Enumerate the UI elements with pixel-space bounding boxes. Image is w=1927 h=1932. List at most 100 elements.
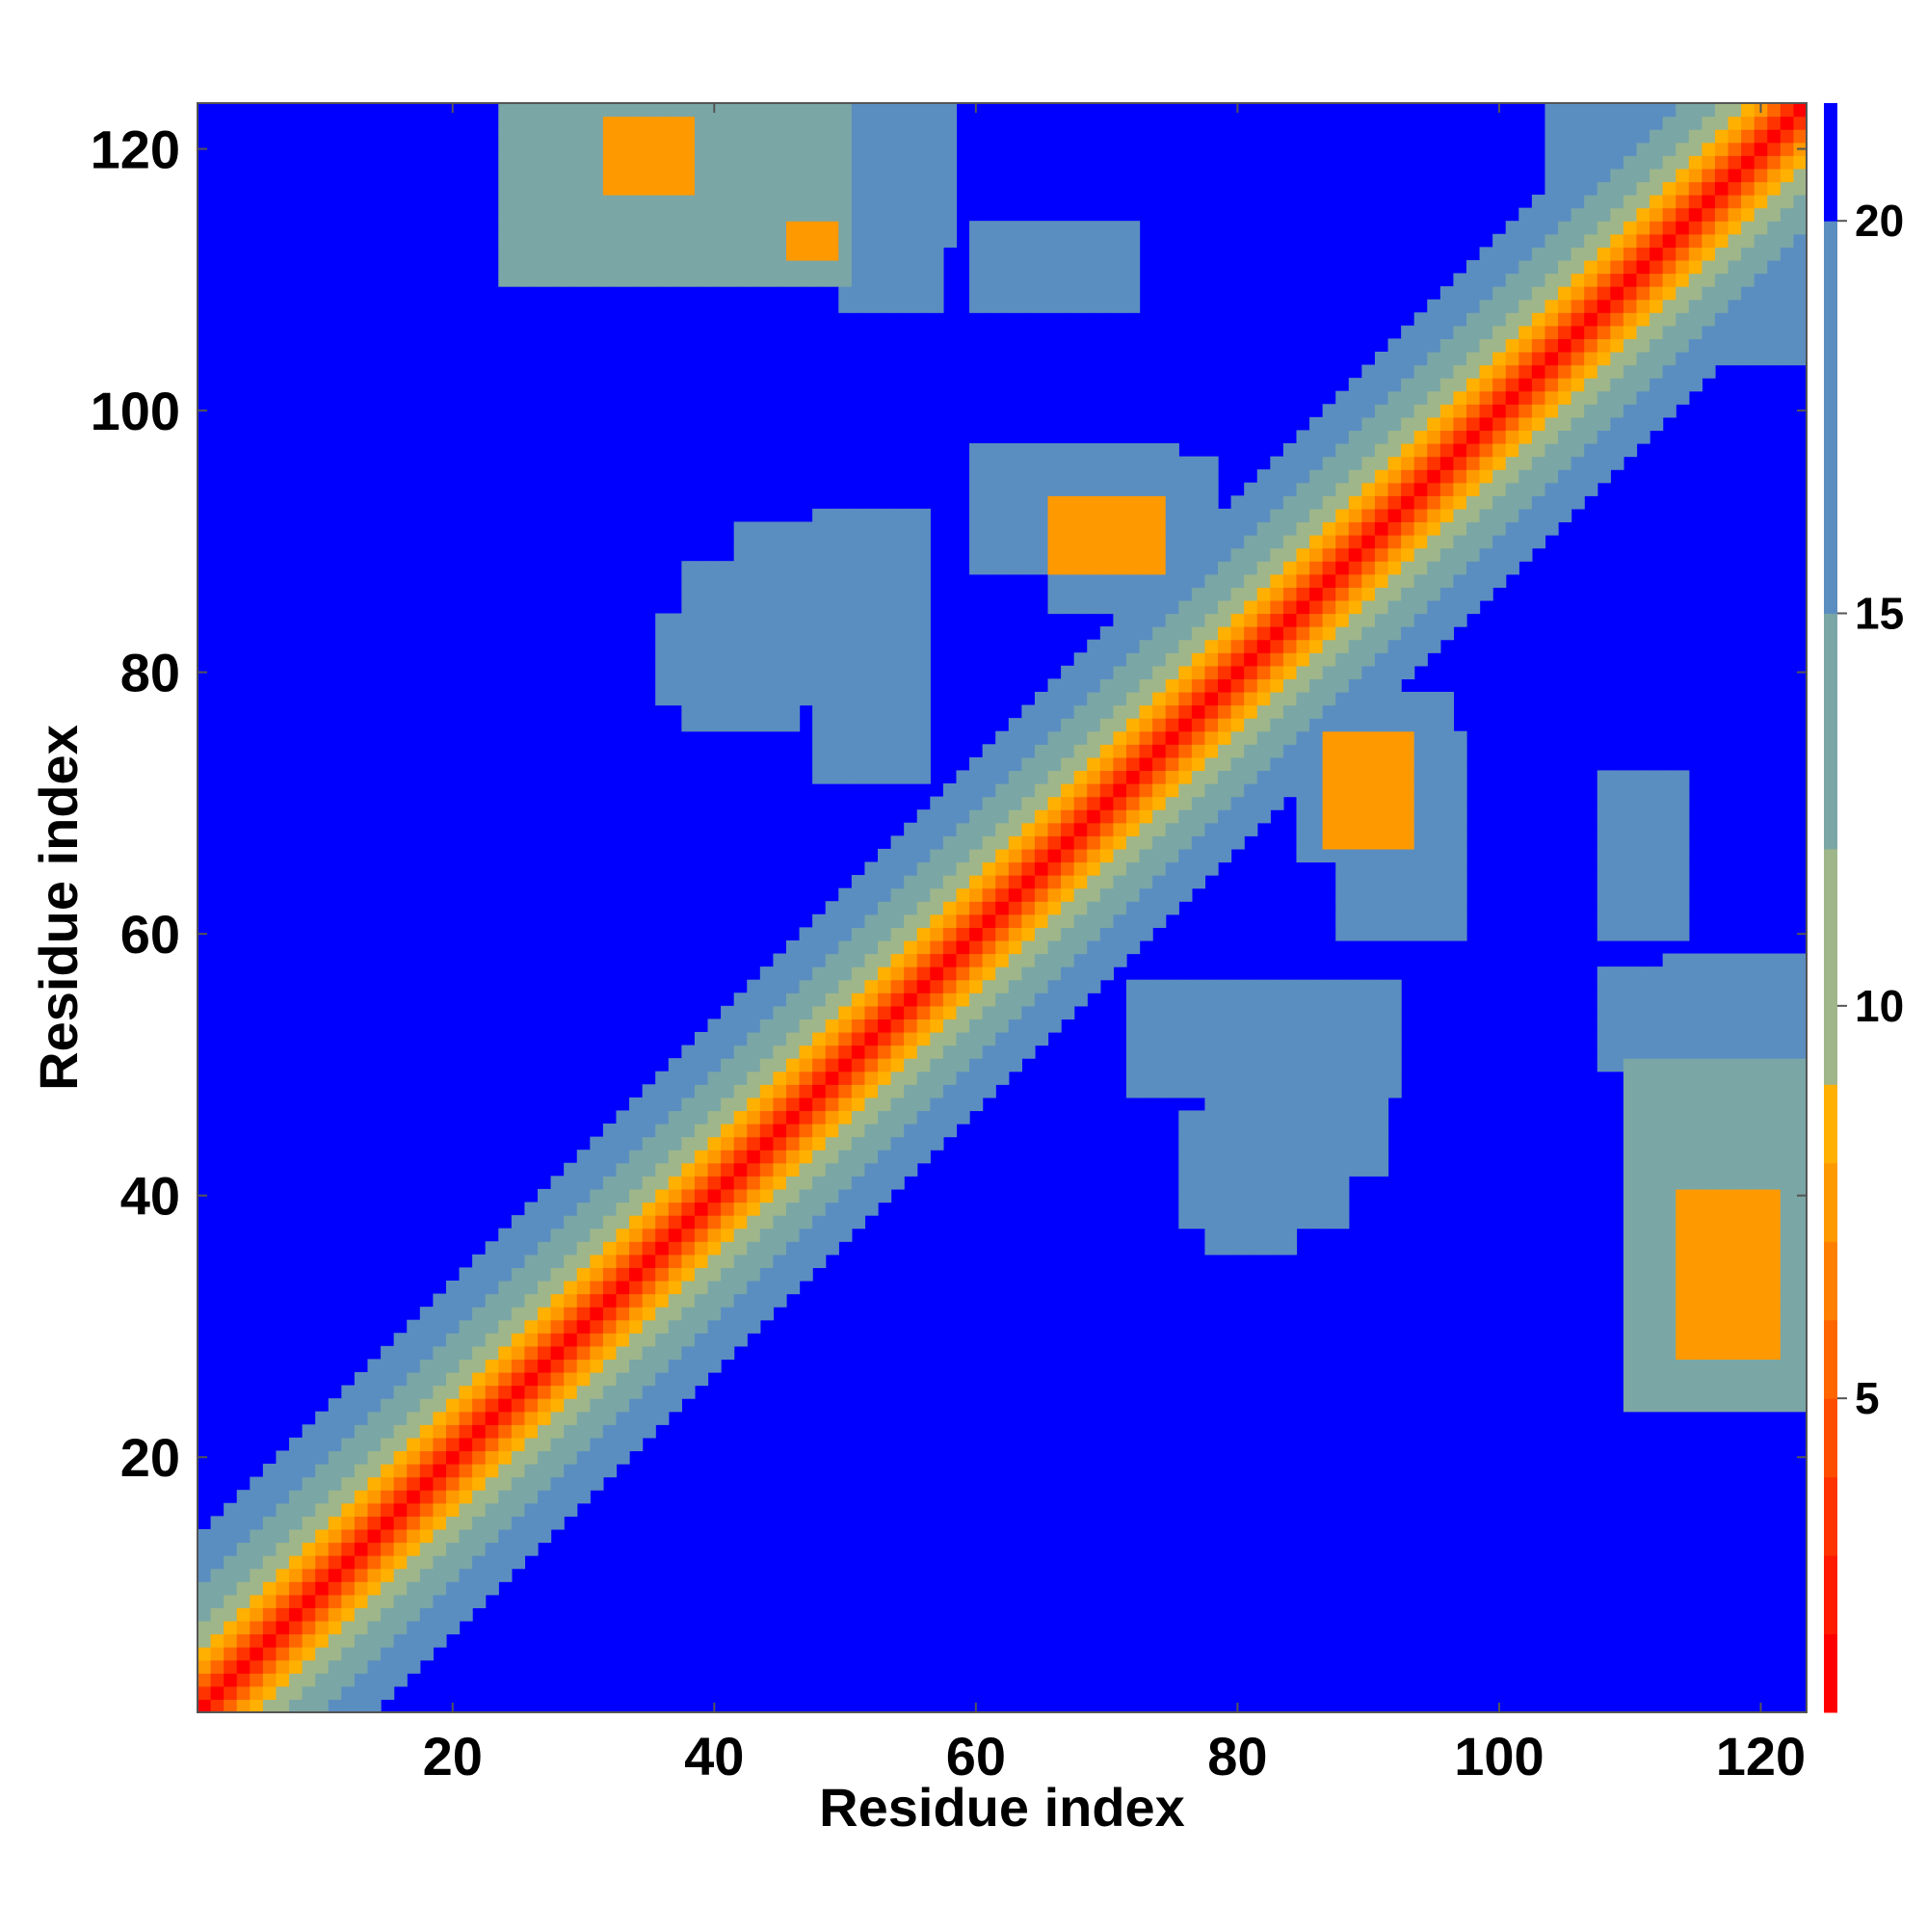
heatmap-cell (250, 1607, 264, 1622)
heatmap-cell (1152, 1005, 1167, 1020)
heatmap-cell (289, 1516, 304, 1530)
heatmap-cell (1374, 378, 1389, 392)
heatmap-cell (904, 1019, 918, 1033)
heatmap-cell (1322, 521, 1336, 536)
heatmap-cell (1453, 495, 1467, 510)
heatmap-cell (747, 1202, 761, 1216)
heatmap-cell (1087, 652, 1101, 667)
heatmap-cell (721, 1058, 735, 1072)
heatmap-cell (1348, 1005, 1362, 1020)
heatmap-cell (1361, 599, 1376, 615)
heatmap-cell (1688, 1136, 1703, 1151)
heatmap-cell (694, 665, 709, 679)
heatmap-cell (1256, 1097, 1271, 1112)
heatmap-cell (1218, 730, 1232, 745)
heatmap-cell (1282, 770, 1298, 784)
heatmap-cell (642, 1176, 656, 1190)
heatmap-cell (1662, 1162, 1676, 1177)
heatmap-cell (381, 1476, 395, 1491)
heatmap-cell (1492, 312, 1507, 327)
heatmap-cell (1282, 1188, 1298, 1204)
heatmap-cell (1662, 325, 1676, 339)
heatmap-cell (1361, 626, 1376, 641)
heatmap-cell (1230, 691, 1245, 706)
heatmap-cell (878, 927, 892, 941)
heatmap-cell (773, 691, 787, 706)
heatmap-cell (838, 770, 853, 784)
heatmap-cell (1650, 835, 1664, 850)
heatmap-cell (878, 1005, 892, 1020)
heatmap-cell (773, 142, 787, 156)
heatmap-cell (1191, 1084, 1206, 1098)
heatmap-cell (1061, 901, 1075, 915)
heatmap-cell (393, 1385, 408, 1399)
heatmap-cell (956, 783, 970, 798)
heatmap-cell (1413, 887, 1428, 902)
heatmap-cell (1113, 718, 1127, 732)
heatmap-cell (1191, 1188, 1206, 1204)
heatmap-cell (890, 195, 905, 209)
heatmap-cell (956, 1031, 970, 1046)
heatmap-cell (1139, 809, 1153, 824)
heatmap-cell (328, 1673, 342, 1687)
heatmap-cell (616, 1124, 630, 1138)
heatmap-cell (1387, 1084, 1402, 1098)
heatmap-cell (1361, 875, 1376, 889)
heatmap-cell (498, 233, 513, 248)
heatmap-cell (1597, 168, 1611, 183)
heatmap-cell (838, 168, 853, 183)
heatmap-cell (1361, 1097, 1376, 1112)
heatmap-cell (1492, 573, 1507, 588)
heatmap-cell (276, 1581, 290, 1596)
heatmap-cell (236, 1568, 251, 1582)
heatmap-cell (354, 1594, 369, 1608)
heatmap-cell (799, 1058, 813, 1072)
heatmap-cell (956, 835, 970, 850)
heatmap-cell (1676, 1398, 1690, 1413)
heatmap-cell (1387, 469, 1402, 484)
heatmap-cell (1218, 639, 1232, 653)
heatmap-cell (1387, 561, 1402, 575)
heatmap-cell (616, 168, 630, 183)
heatmap-cell (838, 1150, 853, 1164)
heatmap-cell (655, 1136, 670, 1151)
heatmap-cell (1296, 547, 1310, 562)
heatmap-cell (1244, 626, 1258, 641)
heatmap-cell (1008, 861, 1022, 876)
heatmap-cell (785, 1071, 801, 1085)
heatmap-cell (1676, 1162, 1690, 1177)
heatmap-cell (995, 508, 1010, 523)
heatmap-cell (1348, 901, 1362, 915)
heatmap-cell (629, 1241, 644, 1256)
heatmap-cell (982, 796, 996, 810)
heatmap-cell (1374, 992, 1389, 1007)
heatmap-cell (812, 744, 827, 758)
heatmap-cell (1387, 1019, 1402, 1033)
heatmap-cell (1139, 1071, 1153, 1085)
heatmap-cell (1218, 1188, 1232, 1204)
heatmap-cell (1061, 966, 1075, 981)
heatmap-cell (851, 1150, 866, 1164)
heatmap-cell (904, 1136, 918, 1151)
heatmap-cell (1427, 521, 1441, 536)
heatmap-cell (721, 1084, 735, 1098)
heatmap-cell (1518, 430, 1533, 444)
heatmap-cell (1008, 221, 1022, 235)
heatmap-cell (1204, 573, 1219, 588)
heatmap-cell (472, 1345, 487, 1361)
heatmap-cell (1008, 1045, 1022, 1059)
heatmap-cell (1453, 390, 1467, 405)
heatmap-cell (995, 796, 1010, 810)
heatmap-cell (1387, 430, 1402, 444)
heatmap-cell (1676, 390, 1690, 405)
heatmap-cell (1662, 953, 1676, 967)
heatmap-cell (838, 547, 853, 562)
heatmap-cell (1139, 744, 1153, 758)
heatmap-cell (759, 1084, 774, 1098)
heatmap-cell (250, 1633, 264, 1648)
heatmap-cell (825, 129, 839, 144)
heatmap-cell (916, 979, 931, 993)
heatmap-cell (1230, 744, 1245, 758)
heatmap-cell (354, 1568, 369, 1582)
heatmap-cell (1518, 299, 1533, 313)
